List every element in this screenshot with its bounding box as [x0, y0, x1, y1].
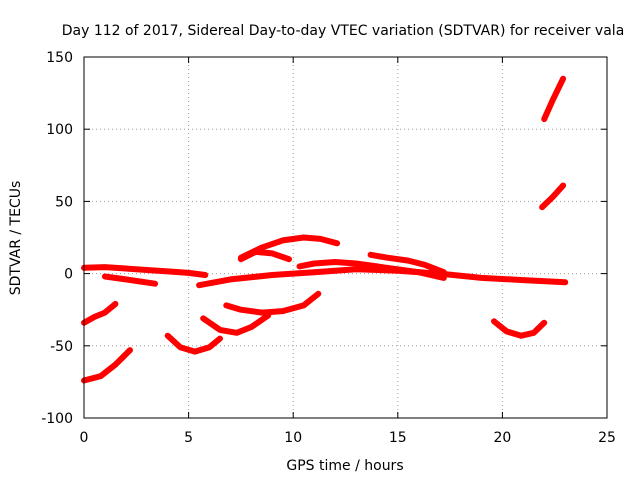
series-line-arc-11: [296, 259, 447, 281]
x-tick-label: 25: [598, 430, 616, 446]
series-line-arc-7: [200, 312, 272, 336]
y-tick-labels: -100 -50 0 50 100 150: [41, 50, 73, 427]
y-axis-label: SDTVAR / TECUs: [8, 181, 24, 296]
chart-title: Day 112 of 2017, Sidereal Day-to-day VTE…: [62, 23, 625, 39]
series-line-arc-5: [164, 332, 223, 355]
series-line-arc-3: [81, 347, 133, 384]
series-line-arc-10: [237, 234, 341, 261]
series-line-arc-14: [541, 75, 567, 123]
series-line-arc-15: [539, 182, 567, 211]
series-line-arc-4: [101, 273, 159, 287]
plot-frame: [83, 56, 608, 419]
x-tick-label: 5: [184, 430, 193, 446]
x-tick-label: 10: [284, 430, 302, 446]
x-tick-labels: 0 5 10 15 20 25: [80, 430, 616, 446]
y-tick-label: 0: [64, 267, 73, 283]
x-tick-label: 15: [389, 430, 407, 446]
x-tick-label: 20: [493, 430, 511, 446]
x-axis-label: GPS time / hours: [286, 458, 403, 474]
grid: [84, 57, 607, 418]
y-tick-label: 150: [46, 50, 73, 66]
series-line-arc-6: [196, 266, 569, 289]
series-line-arc-12: [367, 251, 447, 276]
ticks: [83, 56, 608, 419]
series-line-arc-13: [491, 318, 548, 339]
series-layer: [81, 75, 569, 384]
y-tick-label: 50: [55, 194, 73, 210]
series-line-arc-1: [81, 264, 209, 278]
y-tick-label: 100: [46, 122, 73, 138]
x-tick-label: 0: [80, 430, 89, 446]
y-tick-label: -100: [41, 411, 73, 427]
series-line-arc-8: [223, 290, 322, 316]
y-tick-label: -50: [50, 339, 73, 355]
series-line-arc-2: [81, 300, 119, 326]
